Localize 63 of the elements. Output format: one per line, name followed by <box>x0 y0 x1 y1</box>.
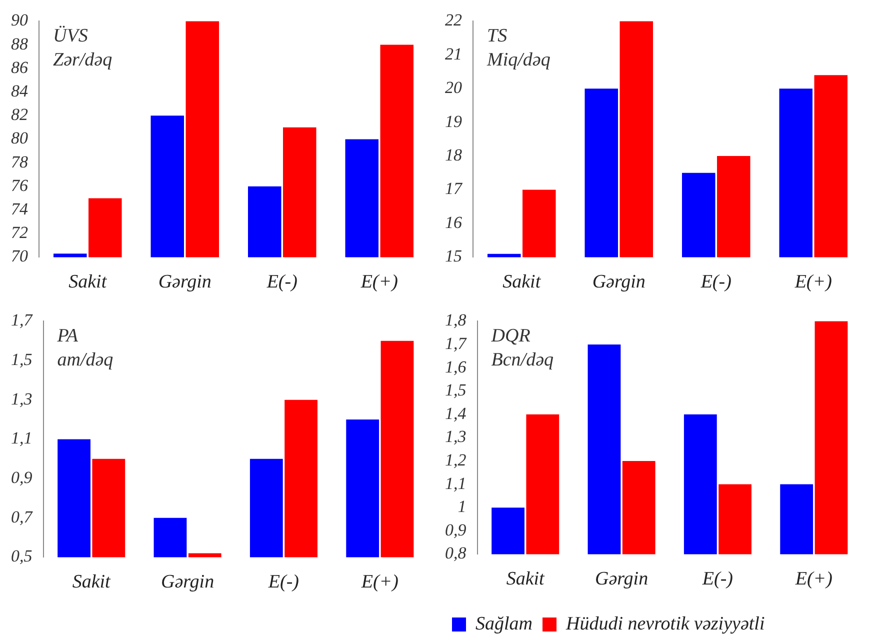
x-tick-label: Sakit <box>506 568 546 590</box>
y-tick-label: 1,5 <box>445 380 466 400</box>
y-tick-label: 18 <box>445 146 462 165</box>
y-tick-label: 1,1 <box>445 474 466 493</box>
x-tick-label: Sakit <box>68 272 108 293</box>
y-tick-label: 22 <box>445 10 462 30</box>
x-tick-label: E(+) <box>794 568 832 590</box>
y-tick-label: 74 <box>11 199 28 218</box>
y-tick-label: 1,7 <box>445 334 468 353</box>
y-tick-label: 1,6 <box>445 357 467 376</box>
y-tick-label: 0,9 <box>445 520 467 540</box>
x-tick-label: E(-) <box>701 568 734 590</box>
text: Bcn/dəq <box>491 350 554 371</box>
x-tick-label: E(-) <box>266 272 298 293</box>
y-tick-label: 84 <box>11 81 28 100</box>
y-tick-label: 82 <box>11 105 28 124</box>
y-tick-label: 0,8 <box>445 544 467 563</box>
x-tick-label: E(-) <box>267 572 300 593</box>
y-tick-label: 1,3 <box>445 427 466 446</box>
y-tick-label: 17 <box>445 179 464 198</box>
x-tick-label: Sakit <box>502 272 542 293</box>
y-tick-label: 70 <box>11 246 28 266</box>
y-tick-label: 80 <box>11 128 28 148</box>
y-tick-label: 0,5 <box>11 546 32 566</box>
y-tick-label: 20 <box>445 78 462 98</box>
y-tick-label: 1,2 <box>445 450 467 470</box>
y-tick-label: 1,4 <box>445 404 467 423</box>
y-tick-label: 1,7 <box>11 310 34 330</box>
y-tick-label: 19 <box>445 112 462 131</box>
chart-title: TS <box>487 26 508 47</box>
x-tick-label: Gərgin <box>592 272 646 293</box>
text: Zər/dəq <box>53 50 113 71</box>
y-tick-label: 1,1 <box>11 428 32 448</box>
x-tick-label: E(+) <box>794 272 832 293</box>
chart-title: ÜVS <box>53 26 88 47</box>
x-tick-label: Gərgin <box>158 272 212 293</box>
y-tick-label: 0,7 <box>11 507 34 526</box>
x-tick-label: E(+) <box>360 272 398 293</box>
y-tick-label: 1 <box>458 497 466 516</box>
y-tick-label: 1,5 <box>11 350 32 369</box>
x-tick-label: Gərgin <box>594 568 648 590</box>
chart-title: DQR <box>490 326 531 347</box>
text: Miq/dəq <box>486 50 551 71</box>
y-tick-label: 0,9 <box>11 468 33 487</box>
y-tick-label: 90 <box>11 10 28 30</box>
x-tick-label: E(-) <box>700 272 732 293</box>
x-tick-label: E(+) <box>360 572 398 593</box>
y-tick-label: 86 <box>11 58 28 77</box>
legend-label: Hüdudi nevrotik vəziyyətli <box>565 614 765 634</box>
y-tick-label: 1,8 <box>445 310 467 330</box>
y-tick-label: 21 <box>445 44 462 64</box>
y-tick-label: 1,3 <box>11 389 32 408</box>
x-tick-label: Sakit <box>72 572 112 593</box>
y-tick-label: 88 <box>11 34 28 54</box>
y-tick-label: 76 <box>11 176 28 195</box>
chart-title: PA <box>56 326 78 347</box>
text: am/dəq <box>57 350 114 371</box>
y-tick-label: 16 <box>445 212 462 232</box>
x-tick-label: Gərgin <box>160 572 214 593</box>
legend-label: Sağlam <box>476 614 532 634</box>
y-tick-label: 72 <box>11 223 28 242</box>
y-tick-label: 78 <box>11 152 28 172</box>
y-tick-label: 15 <box>445 246 462 266</box>
